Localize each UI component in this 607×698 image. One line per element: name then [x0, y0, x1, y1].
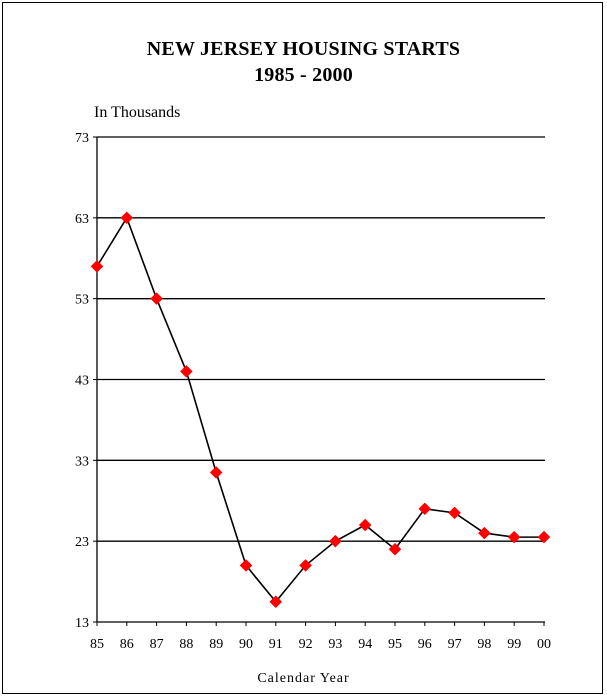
x-tick-label-85: 85: [90, 637, 104, 652]
data-point-00: [537, 530, 551, 544]
x-tick-label-88: 88: [179, 637, 193, 652]
data-point-88: [180, 365, 193, 378]
data-point-93: [329, 534, 342, 548]
data-point-87: [150, 292, 163, 306]
data-point-95: [388, 542, 402, 556]
x-tick-label-00: 00: [537, 637, 551, 652]
y-tick-label-33: 33: [75, 454, 89, 469]
x-tick-label-96: 96: [418, 637, 432, 652]
data-point-89: [209, 466, 223, 479]
x-tick-label-99: 99: [507, 637, 521, 652]
chart-title-line-1: NEW JERSEY HOUSING STARTS: [146, 38, 461, 60]
data-point-99: [507, 530, 521, 544]
series-line: [96, 216, 544, 604]
data-point-91: [269, 595, 283, 609]
x-tick-label-86: 86: [120, 637, 134, 652]
x-tick-label-93: 93: [328, 637, 342, 652]
x-tick-label-97: 97: [448, 637, 462, 652]
data-point-97: [448, 506, 461, 520]
y-tick-label-23: 23: [75, 535, 89, 550]
x-tick-label-89: 89: [209, 637, 223, 652]
data-point-94: [358, 518, 372, 532]
x-tick-label-90: 90: [239, 637, 253, 652]
x-tick-label-95: 95: [388, 637, 402, 652]
y-tick-label-63: 63: [75, 212, 89, 227]
data-point-96: [418, 502, 432, 516]
y-axis-unit-label: In Thousands: [94, 104, 181, 121]
data-point-85: [90, 259, 104, 273]
x-tick-label-94: 94: [358, 637, 372, 652]
x-tick-label-91: 91: [269, 637, 283, 652]
y-tick-label-73: 73: [75, 131, 89, 146]
x-axis-label: Calendar Year: [257, 671, 350, 686]
x-tick-label-87: 87: [150, 637, 164, 652]
y-tick-label-13: 13: [75, 616, 89, 631]
y-tick-label-53: 53: [75, 293, 89, 308]
x-tick-label-98: 98: [477, 637, 491, 652]
y-tick-label-43: 43: [75, 374, 89, 389]
data-point-98: [478, 526, 491, 540]
data-point-92: [299, 559, 312, 572]
x-tick-label-92: 92: [299, 637, 313, 652]
data-point-86: [120, 211, 134, 225]
chart-title: NEW JERSEY HOUSING STARTS 1985 - 2000: [0, 36, 607, 88]
data-point-90: [239, 559, 253, 572]
chart-title-line-2: 1985 - 2000: [254, 64, 353, 86]
